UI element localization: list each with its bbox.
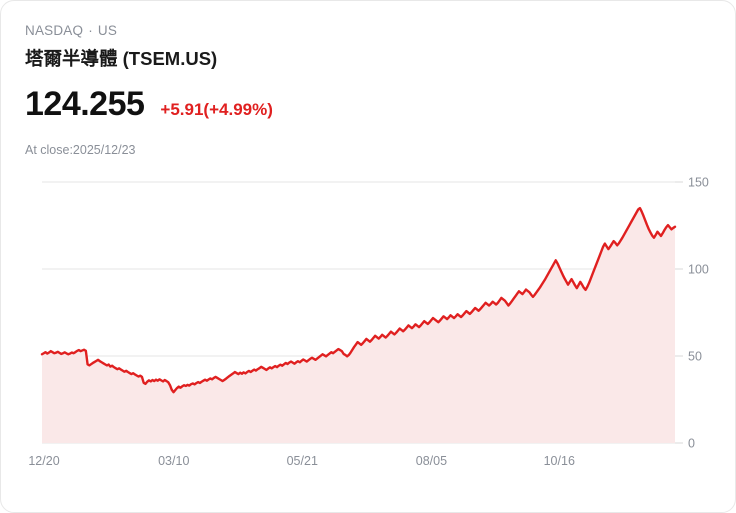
price-chart-svg[interactable]: 0 50 100 150 12/20 03/10 05/21 08/05 10/16	[1, 161, 736, 481]
y-axis-label: 50	[688, 350, 702, 364]
x-axis-label: 10/16	[544, 454, 575, 468]
exchange-label: NASDAQ	[25, 23, 84, 38]
chart-y-axis-labels: 0 50 100 150	[688, 176, 709, 451]
y-axis-label: 100	[688, 263, 709, 277]
x-axis-label: 03/10	[158, 454, 189, 468]
y-axis-label: 150	[688, 176, 709, 190]
x-axis-label: 08/05	[416, 454, 447, 468]
x-axis-label: 05/21	[287, 454, 318, 468]
y-axis-label: 0	[688, 437, 695, 451]
security-name: 塔爾半導體 (TSEM.US)	[25, 48, 218, 69]
chart-line-series	[40, 206, 677, 394]
price-change: +5.91(+4.99%)	[160, 100, 273, 119]
price-row: 124.255 +5.91(+4.99%)	[25, 87, 273, 121]
separator-dot: ·	[88, 23, 93, 38]
x-axis-label: 12/20	[28, 454, 59, 468]
price-chart[interactable]: 0 50 100 150 12/20 03/10 05/21 08/05 10/16	[1, 161, 736, 481]
last-price: 124.255	[25, 85, 145, 123]
chart-x-axis-labels: 12/20 03/10 05/21 08/05 10/16	[28, 454, 575, 468]
chart-area-fill	[42, 208, 675, 443]
region-label: US	[97, 23, 118, 38]
quote-header: NASDAQ · US 塔爾半導體 (TSEM.US)	[25, 23, 217, 71]
market-status: At close:2025/12/23	[25, 143, 136, 157]
chart-y-tickmarks	[675, 181, 683, 444]
exchange-region: NASDAQ · US	[25, 23, 217, 38]
